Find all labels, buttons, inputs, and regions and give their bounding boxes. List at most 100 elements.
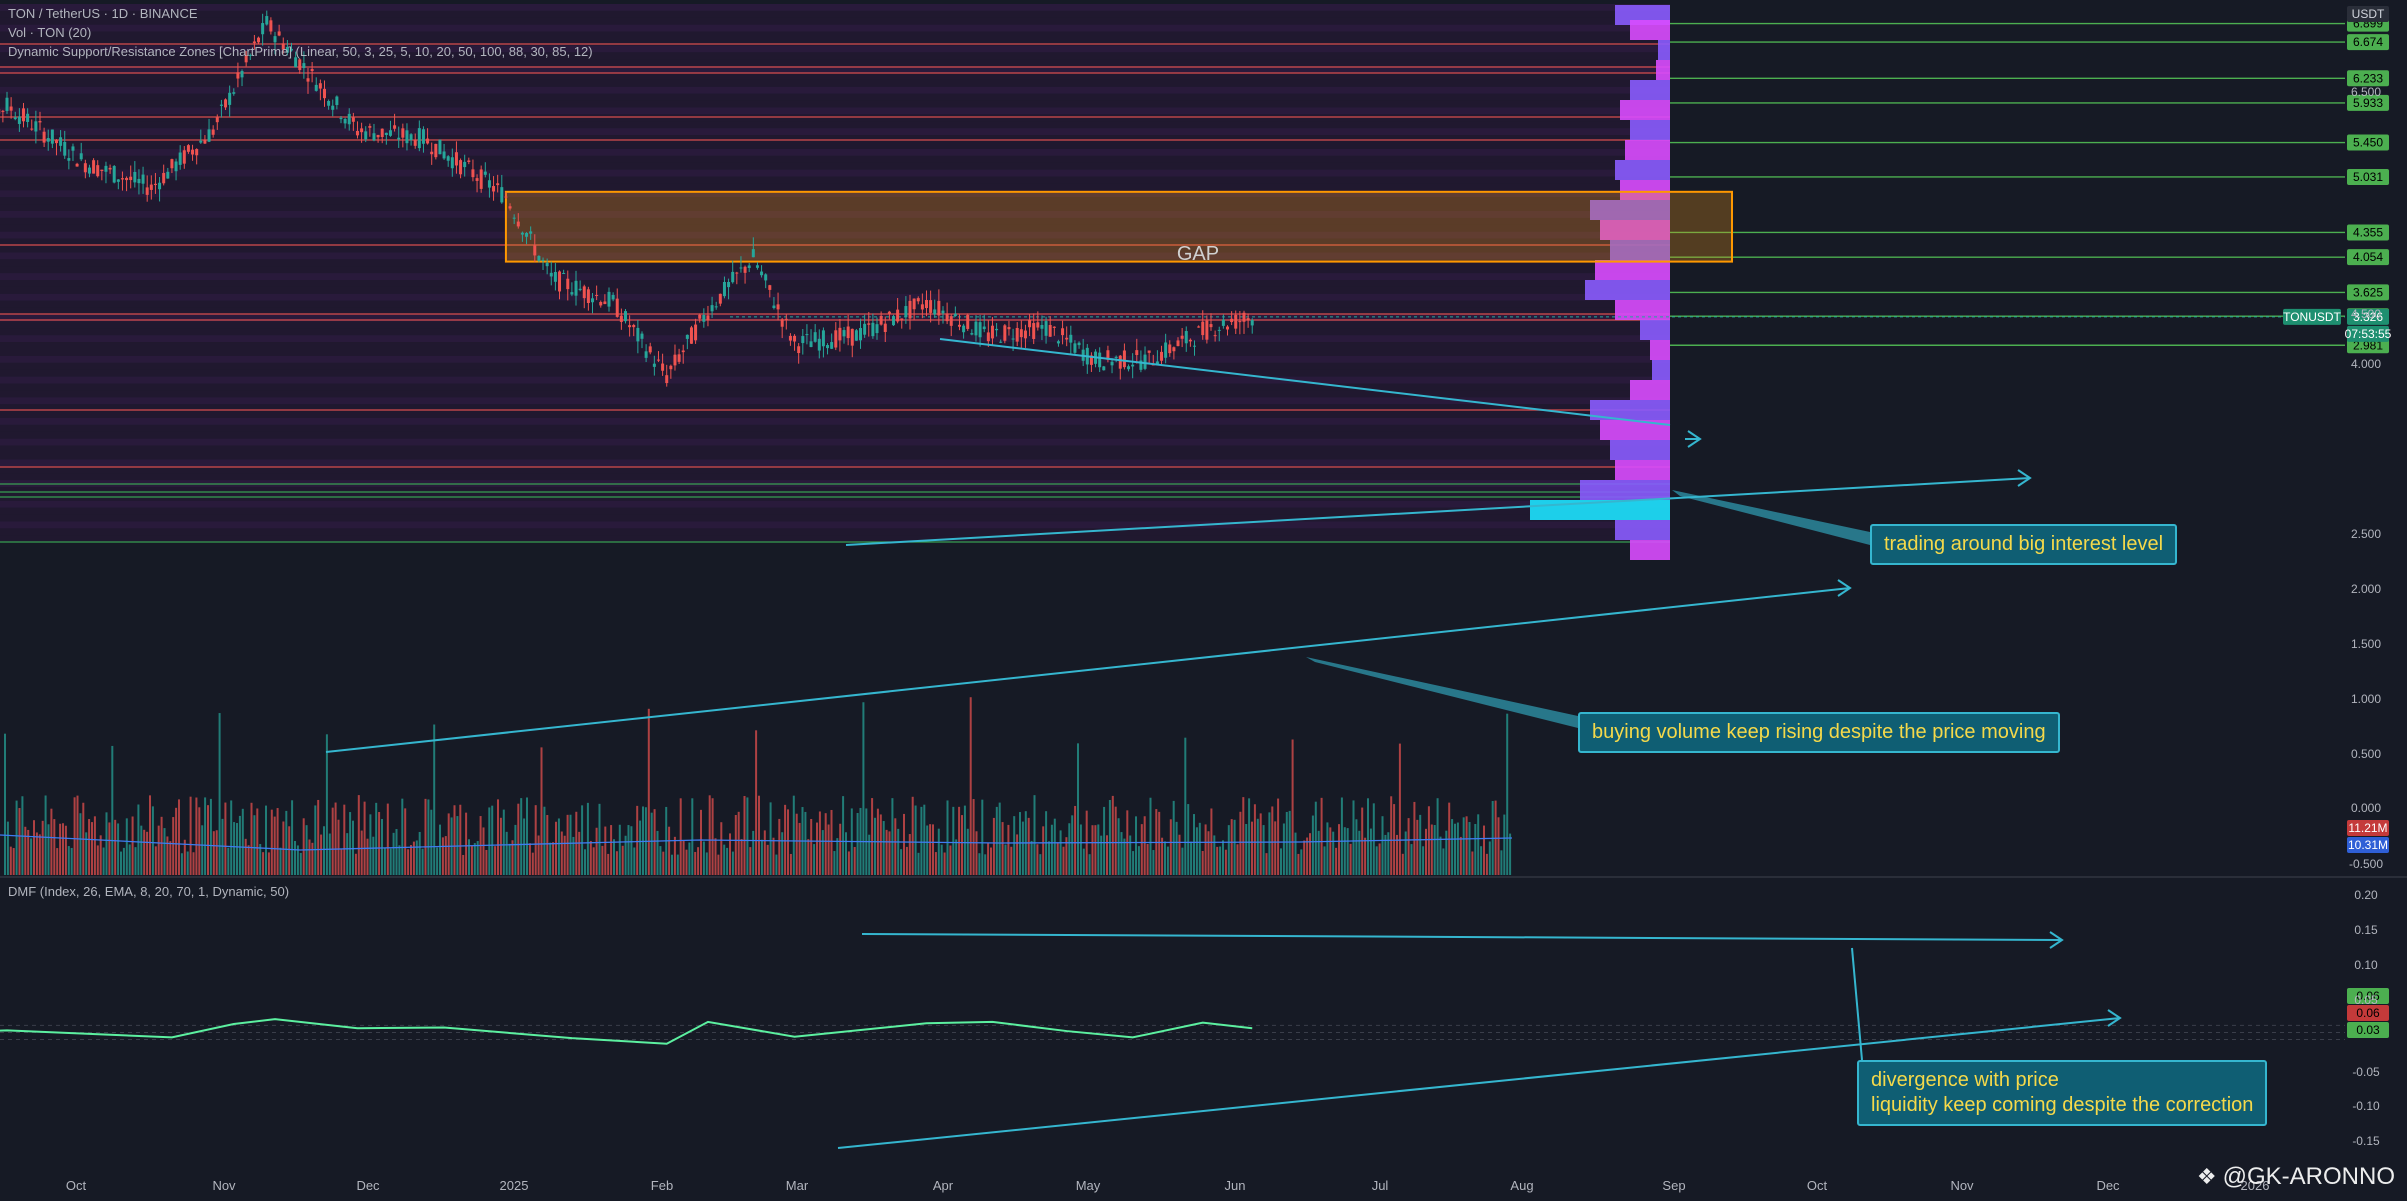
- candle-body: [285, 47, 289, 53]
- level-label: 4.054: [2353, 250, 2383, 264]
- volume-bar: [221, 818, 224, 875]
- currency-label: USDT: [2352, 7, 2385, 21]
- volume-bar: [314, 805, 317, 875]
- volume-bar: [1097, 824, 1100, 875]
- volume-bar: [1314, 801, 1317, 875]
- candle-body: [797, 346, 801, 354]
- candle-body: [867, 323, 871, 325]
- volume-bar: [772, 837, 775, 875]
- volume-bar: [1135, 816, 1137, 875]
- volume-bar: [27, 829, 30, 875]
- volume-bar: [346, 833, 349, 875]
- candle-body: [747, 265, 751, 269]
- volume-bar: [894, 818, 897, 875]
- candle-body: [545, 262, 549, 267]
- volume-profile-bar: [1620, 180, 1670, 200]
- volume-bar: [932, 824, 934, 875]
- volume-profile-bar: [1630, 380, 1670, 400]
- y-tick-label: 1.000: [2351, 692, 2381, 706]
- volume-bar: [427, 799, 430, 875]
- volume-bar: [404, 808, 407, 875]
- volume-bar: [1425, 828, 1427, 875]
- zone-band: [0, 293, 1670, 301]
- countdown-label: 07:53:55: [2345, 327, 2392, 341]
- zone-band: [0, 362, 1670, 370]
- volume-bar: [1233, 819, 1236, 875]
- volume-bar: [276, 808, 279, 875]
- volume-bar: [966, 828, 969, 875]
- candle-body: [207, 129, 211, 142]
- volume-bar: [331, 807, 334, 875]
- volume-bar: [85, 832, 88, 875]
- candle-body: [129, 176, 133, 181]
- volume-bar: [671, 854, 673, 875]
- candle-body: [640, 333, 644, 339]
- volume-profile-bar: [1580, 480, 1670, 500]
- candle-body: [607, 291, 611, 307]
- volume-bar: [96, 845, 99, 875]
- candle-body: [302, 63, 306, 68]
- volume-bar: [1178, 834, 1181, 875]
- x-tick-label: Oct: [1807, 1178, 1828, 1193]
- candle-body: [306, 78, 310, 82]
- volume-bar: [1048, 841, 1050, 875]
- candle-body: [1098, 352, 1102, 368]
- candle-body: [21, 108, 25, 122]
- volume-bar: [265, 805, 267, 875]
- volume-bar: [990, 847, 992, 875]
- zone-band: [0, 452, 1670, 460]
- volume-bar: [1033, 795, 1036, 875]
- volume-bar: [1465, 816, 1468, 875]
- volume-bar: [308, 839, 311, 875]
- volume-bar: [1030, 840, 1033, 875]
- volume-profile-bar: [1590, 400, 1670, 420]
- candle-body: [442, 151, 446, 159]
- candle-body: [1073, 343, 1077, 353]
- volume-bar: [578, 831, 581, 875]
- candle-body: [541, 259, 545, 261]
- volume-bar: [1393, 804, 1396, 875]
- candle-body: [962, 325, 966, 333]
- volume-bar: [35, 832, 38, 875]
- candle-body: [1221, 319, 1225, 326]
- zone-band: [0, 190, 1670, 198]
- volume-bar: [694, 851, 697, 875]
- volume-bar: [169, 841, 172, 875]
- volume-bar: [1372, 803, 1375, 875]
- volume-bar: [122, 847, 125, 875]
- volume-bar: [969, 697, 972, 875]
- volume-bar: [1300, 849, 1303, 875]
- volume-profile-bar: [1600, 220, 1670, 240]
- volume-bar: [47, 824, 50, 875]
- dmf-tick-label: 0.05: [2354, 993, 2378, 1007]
- candle-body: [875, 324, 879, 334]
- candle-body: [516, 221, 520, 227]
- x-tick-label: May: [1076, 1178, 1101, 1193]
- candle-body: [46, 138, 50, 142]
- candle-body: [1077, 342, 1081, 346]
- volume-bar: [700, 809, 702, 875]
- volume-bar: [1306, 837, 1309, 875]
- level-label-bg: [2347, 224, 2389, 241]
- candle-body: [1139, 360, 1143, 370]
- volume-bar: [186, 851, 189, 875]
- level-label-bg: [2347, 249, 2389, 266]
- volume-bar: [476, 841, 479, 875]
- candle-body: [1032, 323, 1036, 339]
- candle-body: [182, 150, 186, 164]
- volume-bar: [201, 825, 204, 875]
- zone-band: [0, 280, 1670, 287]
- ticker-label: TONUSDT: [2283, 310, 2341, 324]
- volume-bar: [415, 840, 418, 875]
- volume-bar: [755, 730, 758, 875]
- volume-bar: [488, 807, 491, 875]
- volume-bar: [369, 814, 372, 875]
- volume-bar: [1352, 800, 1355, 875]
- volume-bar: [1056, 842, 1059, 875]
- candle-body: [1197, 326, 1201, 328]
- volume-bar: [1497, 817, 1500, 875]
- candle-body: [735, 272, 739, 274]
- volume-bar: [1172, 800, 1175, 875]
